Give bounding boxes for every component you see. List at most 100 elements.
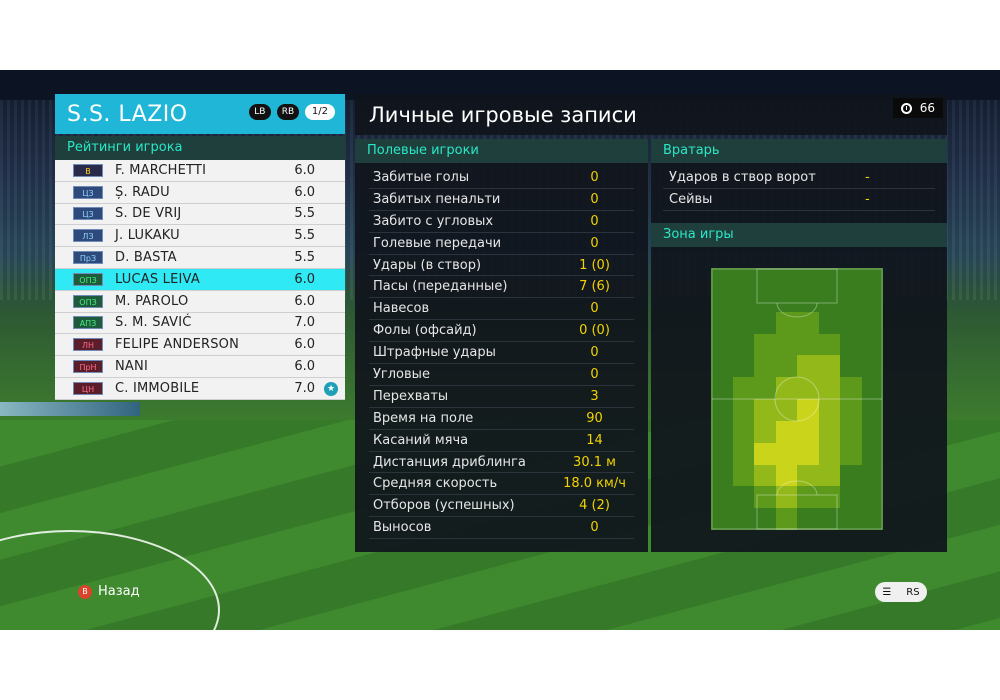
ratings-title: Рейтинги игрока [55, 136, 345, 160]
stat-value: 0 [590, 235, 599, 251]
player-name: FELIPE ANDERSON [115, 337, 240, 353]
page-title: Личные игровые записи [355, 94, 947, 135]
stat-label: Забитых пенальти [373, 191, 501, 207]
player-name: M. PAROLO [115, 293, 189, 309]
heatmap-cell [840, 508, 862, 530]
heatmap-cell [732, 289, 754, 312]
heatmap-cell [797, 486, 819, 509]
stat-value: 0 [590, 191, 599, 207]
position-badge: ЦЗ [73, 207, 103, 221]
heatmap-cell [732, 486, 754, 509]
heatmap-cell [775, 377, 797, 399]
stat-label: Дистанция дриблинга [373, 454, 526, 470]
heatmap-cell [818, 486, 840, 509]
heatmap-cell [754, 377, 776, 399]
heatmap-cell [797, 377, 819, 399]
heatmap-cell [754, 311, 776, 334]
heatmap-cell [818, 289, 840, 312]
stat-row: Навесов 0 [369, 298, 634, 321]
position-badge: ЛН [73, 338, 103, 352]
heatmap-cell [711, 464, 733, 487]
player-name: Ș. RADU [115, 184, 170, 200]
heatmap-cell [861, 268, 883, 290]
controller-hint[interactable]: ☰ RS [875, 582, 927, 602]
stat-label: Голевые передачи [373, 235, 502, 251]
player-row[interactable]: ОПЗ LUCAS LEIVA 6.0 [55, 268, 345, 291]
player-row[interactable]: В F. MARCHETTI 6.0 [55, 160, 345, 182]
team-panel: S.S. LAZIO LB RB 1/2 Рейтинги игрока В F.… [55, 94, 345, 400]
player-row[interactable]: АПЗ S. M. SAVIĆ 7.0 [55, 312, 345, 335]
heatmap-cell [818, 464, 840, 487]
heatmap-cell [861, 399, 883, 421]
heatmap-cell [711, 442, 733, 465]
player-row[interactable]: ЛН FELIPE ANDERSON 6.0 [55, 334, 345, 357]
stat-value: 0 [590, 520, 599, 536]
player-rating: 6.0 [294, 271, 315, 287]
goalkeeper-stats-list: Ударов в створ ворот - Сейвы - [651, 163, 947, 211]
heatmap-cell [732, 333, 754, 356]
stat-label: Забитые голы [373, 169, 470, 185]
heatmap-cell [732, 355, 754, 378]
player-row[interactable]: ОПЗ M. PAROLO 6.0 [55, 290, 345, 313]
player-row[interactable]: ЦЗ Ș. RADU 6.0 [55, 181, 345, 204]
heatmap-cell [732, 464, 754, 487]
stat-value: 0 [590, 169, 599, 185]
stat-row: Отборов (успешных) 4 (2) [369, 495, 634, 518]
position-badge: ОПЗ [73, 272, 103, 286]
heatmap-cell [732, 399, 754, 421]
heatmap-cell [711, 420, 733, 443]
stat-value: 3 [590, 388, 599, 404]
heatmap-cell [818, 420, 840, 443]
stat-value: 0 (0) [579, 323, 610, 339]
back-hint[interactable]: B Назад [78, 584, 140, 599]
heatmap-cell [797, 442, 819, 465]
heatmap-cell [797, 268, 819, 290]
stat-label: Угловые [373, 366, 430, 382]
stat-row: Угловые 0 [369, 364, 634, 386]
player-row[interactable]: ПрЗ D. BASTA 5.5 [55, 247, 345, 269]
heatmap-cell [861, 333, 883, 356]
team-name: S.S. LAZIO [67, 101, 188, 127]
heatmap-cell [775, 420, 797, 443]
b-button-icon: B [78, 584, 92, 599]
heatmap-cell [711, 399, 733, 421]
heatmap-cell [775, 486, 797, 509]
stat-row: Удары (в створ) 1 (0) [369, 255, 634, 277]
stat-label: Пасы (переданные) [373, 279, 508, 295]
chat-icon: ☰ [882, 586, 892, 598]
player-rating: 6.0 [294, 337, 315, 353]
heatmap-cell [732, 377, 754, 399]
heatmap-cell [840, 420, 862, 443]
heatmap [711, 268, 883, 530]
stat-row: Дистанция дриблинга 30.1 м [369, 452, 634, 474]
heatmap-cell [775, 399, 797, 421]
heatmap-cell [754, 355, 776, 378]
stat-label: Касаний мяча [373, 432, 469, 448]
player-row[interactable]: ЦН C. IMMOBILE 7.0 ★ [55, 377, 345, 400]
stat-label: Удары (в створ) [373, 257, 482, 273]
player-rating: 5.5 [294, 206, 315, 222]
player-rating: 6.0 [294, 184, 315, 200]
page-indicator: 1/2 [304, 104, 335, 120]
position-badge: ЦН [73, 381, 103, 395]
team-header: S.S. LAZIO LB RB 1/2 [55, 94, 345, 134]
player-row[interactable]: ПрН NANI 6.0 [55, 356, 345, 378]
stat-label: Забито с угловых [373, 213, 494, 229]
advertising-board [0, 402, 140, 416]
heatmap-cell [754, 486, 776, 509]
player-rating: 7.0 [294, 380, 315, 396]
player-row[interactable]: ЛЗ J. LUKAKU 5.5 [55, 225, 345, 248]
stat-row: Фолы (офсайд) 0 (0) [369, 320, 634, 343]
position-badge: ПрН [73, 360, 103, 374]
heatmap-cell [861, 442, 883, 465]
player-name: S. DE VRIJ [115, 206, 182, 222]
player-list: В F. MARCHETTI 6.0 ЦЗ Ș. RADU 6.0 ЦЗ S. DE VRIJ… [55, 160, 345, 400]
player-name: LUCAS LEIVA [115, 271, 200, 287]
heatmap-cell [861, 311, 883, 334]
rb-button[interactable]: RB [276, 104, 299, 120]
heatmap-cell [775, 464, 797, 487]
lb-button[interactable]: LB [248, 104, 271, 120]
zone-title: Зона игры [651, 223, 947, 247]
outfield-stats-panel: Полевые игроки Забитые голы 0 Забитых пена… [355, 139, 648, 552]
player-row[interactable]: ЦЗ S. DE VRIJ 5.5 [55, 203, 345, 226]
